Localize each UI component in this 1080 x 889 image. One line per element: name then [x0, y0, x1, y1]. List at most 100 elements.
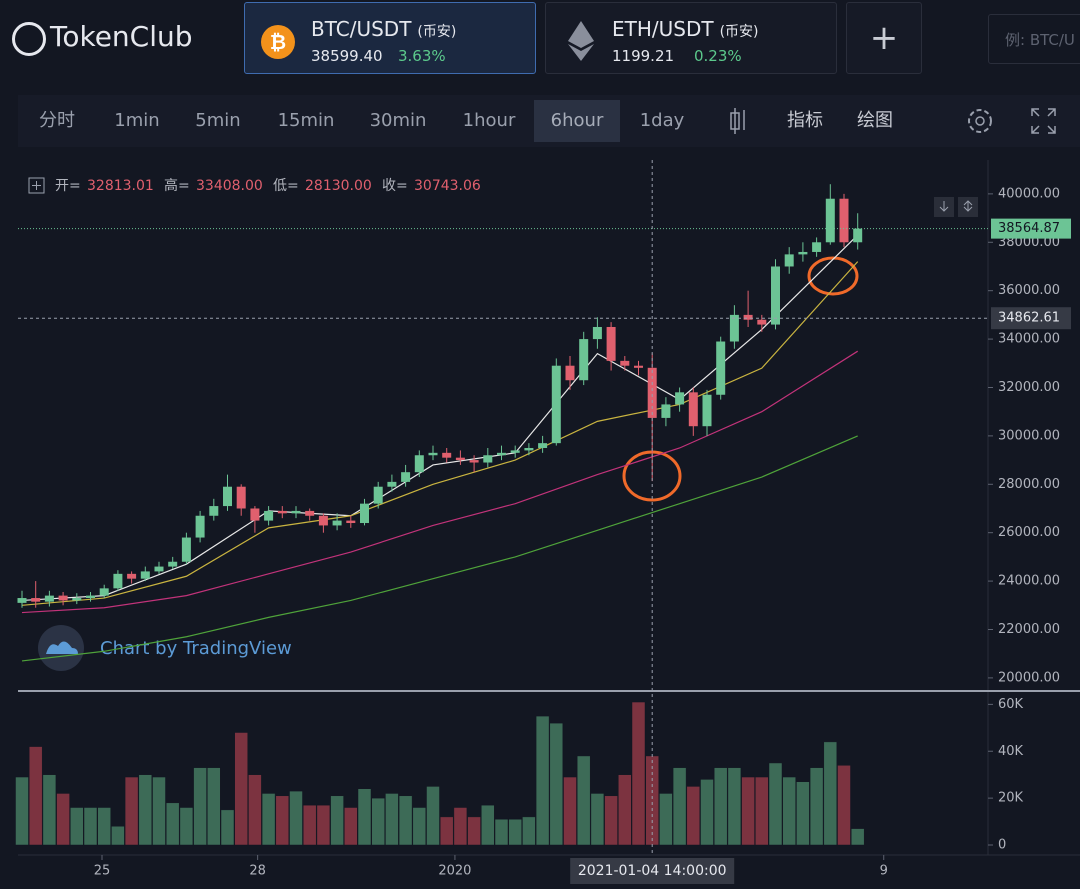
ticker-card[interactable]: ETH/USDT (币安) 1199.21 0.23%	[545, 2, 837, 74]
y-tick-label: 36000.00	[998, 283, 1060, 298]
add-ticker-button[interactable]: +	[846, 2, 922, 74]
candle-body	[154, 566, 164, 572]
ticker-card[interactable]: ₿ BTC/USDT (币安) 38599.40 3.63%	[244, 2, 536, 74]
ticker-pair: BTC/USDT (币安)	[311, 17, 456, 41]
volume-bar	[220, 809, 235, 846]
volume-bar	[371, 797, 385, 846]
legend-toggle[interactable]	[28, 177, 45, 194]
x-tick-label: 2020	[438, 864, 471, 879]
candle-body	[853, 228, 863, 243]
volume-bar	[604, 795, 618, 846]
volume-bar	[645, 755, 659, 846]
candle-body	[305, 510, 315, 516]
interval-button[interactable]: 1min	[114, 110, 160, 131]
tool-button[interactable]: 绘图	[857, 110, 893, 131]
last-price-label: 38564.87	[998, 221, 1060, 236]
search-input[interactable]: 例: BTC/U	[988, 14, 1080, 64]
interval-button[interactable]: 15min	[277, 110, 335, 131]
ohlc-legend-label: 收=	[382, 178, 408, 194]
candle-body	[510, 450, 520, 453]
candle-body	[661, 404, 671, 418]
watermark-logo-icon	[46, 641, 78, 654]
candle-body	[360, 503, 369, 524]
fullscreen-icon[interactable]	[1031, 108, 1056, 134]
y-tick-label: 32000.00	[998, 380, 1060, 395]
y-tick-label: 30000.00	[998, 428, 1060, 443]
volume-bar	[357, 788, 372, 846]
ticker-change: 0.23%	[694, 47, 742, 65]
volume-bar	[42, 774, 57, 846]
volume-bar	[809, 767, 824, 846]
candle-body	[579, 339, 589, 381]
candle-body	[784, 254, 794, 267]
volume-bar	[618, 774, 632, 846]
candle-body	[839, 198, 849, 243]
interval-button[interactable]: 5min	[195, 110, 241, 131]
watermark: Chart by TradingView	[100, 638, 292, 659]
candle-body	[17, 598, 27, 603]
ticker-exchange: (币安)	[719, 24, 759, 40]
volume-bar	[344, 807, 358, 846]
volume-bar	[672, 767, 687, 846]
interval-button[interactable]: 1day	[639, 110, 685, 131]
candle-body	[72, 598, 82, 601]
candle-body	[702, 394, 712, 427]
volume-bar	[494, 818, 509, 846]
y-tick-label: 34000.00	[998, 332, 1060, 347]
volume-bar	[481, 804, 495, 846]
candle-body	[757, 319, 767, 325]
tool-button[interactable]: 指标	[787, 110, 823, 131]
candle-body	[771, 266, 780, 325]
crosshair-time-tag	[570, 858, 735, 884]
ohlc-legend-label: 高=	[164, 177, 190, 194]
volume-bar	[686, 786, 701, 846]
candle-body	[127, 573, 137, 579]
candle-body	[551, 365, 561, 444]
candle-body	[373, 486, 383, 504]
interval-button[interactable]: 6hour	[534, 100, 620, 142]
candle-body	[743, 314, 753, 320]
candle-body	[236, 486, 246, 509]
volume-bar	[261, 793, 276, 846]
crosshair-time-label: 2021-01-04 14:00:00	[578, 863, 727, 879]
ticker-pair-name: ETH/USDT	[612, 17, 714, 41]
volume-tick-label: 0	[998, 838, 1006, 853]
volume-bar	[439, 816, 454, 846]
candle-body	[31, 598, 41, 602]
interval-button[interactable]: 30min	[369, 110, 427, 131]
candle-body	[538, 443, 548, 448]
candle-body	[58, 595, 68, 601]
candle-body	[675, 392, 685, 405]
ticker-price: 38599.40	[311, 47, 383, 65]
x-tick-label: 28	[249, 864, 266, 879]
settings-icon[interactable]	[968, 109, 992, 133]
legend-toggle-icon	[32, 181, 41, 190]
interval-button[interactable]: 分时	[39, 110, 75, 131]
candle-body	[442, 452, 452, 458]
scroll-icon	[939, 201, 949, 212]
volume-bar	[207, 767, 221, 846]
volume-bar	[755, 776, 769, 846]
crosshair-price-label: 34862.61	[998, 311, 1060, 326]
candle-body	[483, 455, 493, 463]
candle-body	[86, 595, 95, 599]
annotation-circle	[807, 256, 859, 296]
volume-bar	[426, 786, 440, 846]
eth-icon	[568, 21, 594, 61]
btc-icon: ₿	[261, 25, 295, 59]
candle-body	[716, 341, 726, 395]
ticker-price: 1199.21	[612, 47, 675, 65]
interval-button[interactable]: 1hour	[462, 110, 516, 131]
volume-bar	[330, 795, 344, 846]
y-tick-label: 20000.00	[998, 670, 1060, 685]
chart-type-icon[interactable]	[730, 108, 745, 134]
volume-bar	[70, 807, 84, 846]
last-price-tag	[991, 218, 1071, 239]
logo: TokenClub	[50, 20, 193, 53]
candle-body	[195, 515, 205, 538]
volume-tick-label: 60K	[998, 697, 1024, 712]
candle-body	[469, 460, 479, 463]
candle-body	[209, 506, 219, 516]
